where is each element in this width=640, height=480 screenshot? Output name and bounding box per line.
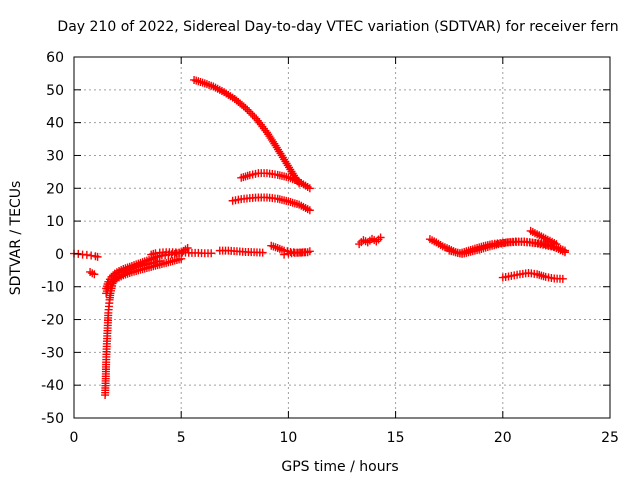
- y-tick-label: -10: [41, 280, 64, 296]
- data-point: [246, 109, 255, 118]
- data-point: [258, 248, 267, 257]
- y-tick-label: 40: [46, 116, 64, 132]
- data-series: [355, 233, 385, 249]
- data-series: [147, 248, 216, 259]
- axes: 0 5 10 15 20 25 -50 -40 -30 -20 -10 0 10 20 30 40 50 60: [41, 50, 619, 446]
- y-tick-label: 30: [46, 148, 64, 164]
- data-series: [526, 226, 561, 249]
- y-tick-label: 50: [46, 83, 64, 99]
- data-point: [305, 206, 314, 215]
- x-tick-label: 25: [601, 430, 619, 446]
- data-series: [445, 237, 569, 258]
- x-tick-label: 5: [177, 430, 186, 446]
- y-tick-label: 20: [46, 181, 64, 197]
- x-tick-label: 10: [279, 430, 297, 446]
- data-series: [498, 268, 567, 283]
- x-tick-label: 0: [70, 430, 79, 446]
- data-series: [228, 193, 314, 215]
- data-point: [243, 105, 252, 114]
- y-tick-label: -50: [41, 411, 64, 427]
- y-tick-label: 0: [55, 247, 64, 263]
- y-tick-label: 60: [46, 50, 64, 66]
- data-point: [376, 233, 385, 242]
- data-series: [190, 75, 304, 188]
- data-series: [280, 248, 312, 259]
- data-point: [177, 254, 186, 263]
- data-point: [90, 270, 99, 279]
- data-series: [70, 249, 102, 261]
- data-point: [93, 252, 102, 261]
- data-point: [552, 240, 561, 249]
- chart-title: Day 210 of 2022, Sidereal Day-to-day VTE…: [57, 19, 618, 35]
- grid-lines: [74, 57, 610, 418]
- data-series: [86, 267, 99, 279]
- data-point: [207, 249, 216, 258]
- x-tick-label: 15: [387, 430, 405, 446]
- plot-frame: [73, 56, 611, 419]
- data-point: [305, 184, 314, 193]
- data-point: [280, 250, 289, 259]
- y-tick-label: 10: [46, 214, 64, 230]
- data-series: [102, 254, 186, 298]
- data-point: [183, 244, 192, 253]
- x-axis-label: GPS time / hours: [281, 459, 398, 475]
- y-axis-label: SDTVAR / TECUs: [8, 181, 24, 296]
- x-tick-label: 20: [494, 430, 512, 446]
- y-tick-label: -30: [41, 345, 64, 361]
- data-point: [248, 111, 257, 120]
- y-tick-label: -40: [41, 378, 64, 394]
- data-point: [245, 107, 254, 116]
- y-tick-label: -20: [41, 313, 64, 329]
- data-series: [215, 246, 267, 257]
- data-point: [241, 103, 250, 112]
- data-series: [237, 169, 314, 193]
- data-point: [560, 246, 569, 255]
- data-point: [558, 274, 567, 283]
- data-marks: [70, 75, 569, 400]
- data-point: [303, 248, 312, 257]
